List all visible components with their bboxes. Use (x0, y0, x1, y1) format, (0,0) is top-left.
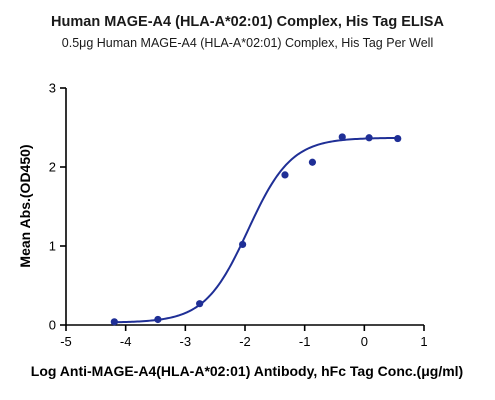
data-points-layer (110, 133, 402, 326)
data-point (338, 133, 346, 141)
y-tick-label: 0 (49, 318, 56, 333)
chart-title: Human MAGE-A4 (HLA-A*02:01) Complex, His… (51, 14, 444, 30)
fit-curve-layer (114, 136, 398, 324)
x-tick-label: 1 (420, 334, 427, 349)
data-point (154, 315, 162, 324)
y-tick-label: 1 (49, 239, 56, 254)
x-tick-label: -5 (60, 334, 72, 349)
x-tick-label: -3 (180, 334, 192, 349)
y-tick-label: 3 (49, 81, 56, 96)
data-point (196, 300, 204, 308)
data-point (394, 134, 402, 143)
axes: -5 -4 -3 -2 -1 0 1 0 1 2 3 (49, 81, 428, 350)
x-tick-label: -4 (120, 334, 132, 349)
x-axis-title: Log Anti-MAGE-A4(HLA-A*02:01) Antibody, … (31, 363, 463, 379)
x-tick-label: -1 (299, 334, 311, 349)
y-axis-title: Mean Abs.(OD450) (17, 144, 33, 267)
chart-subtitle: 0.5μg Human MAGE-A4 (HLA-A*02:01) Comple… (61, 36, 434, 50)
y-tick-label: 2 (49, 160, 56, 175)
fit-curve (114, 136, 398, 324)
data-point (308, 158, 317, 166)
data-point (110, 318, 118, 326)
data-point (281, 171, 289, 179)
x-tick-label: 0 (361, 334, 368, 349)
data-point (365, 134, 373, 142)
x-tick-label: -2 (239, 334, 251, 349)
data-point (239, 240, 247, 249)
